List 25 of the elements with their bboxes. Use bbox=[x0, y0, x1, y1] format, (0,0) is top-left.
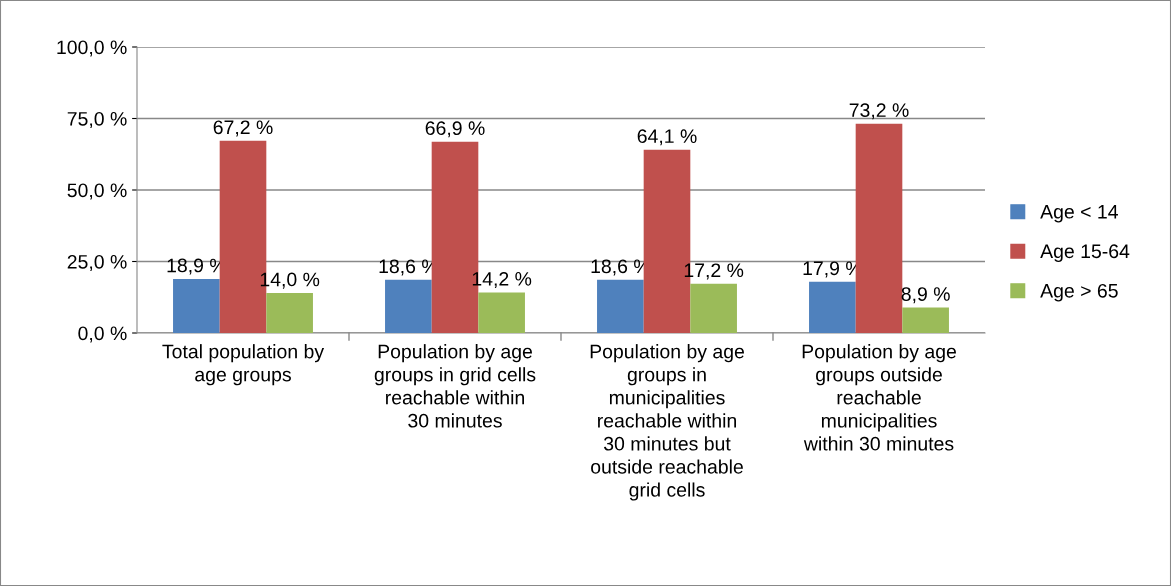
y-tick-label: 0,0 % bbox=[78, 326, 127, 343]
bar bbox=[597, 279, 644, 333]
bar bbox=[478, 292, 525, 333]
y-tick-label: 25,0 % bbox=[67, 254, 127, 272]
legend-label: Age < 14 bbox=[1040, 205, 1118, 223]
x-tick-label: Population by age groups in grid cells reachable within 30 minutes bbox=[374, 344, 536, 428]
legend-label: Age > 65 bbox=[1040, 283, 1118, 302]
data-label: 67,2 % bbox=[213, 120, 273, 137]
bar bbox=[690, 283, 737, 333]
y-tick-label: 50,0 % bbox=[67, 183, 127, 200]
bar bbox=[902, 307, 949, 333]
data-label: 66,9 % bbox=[425, 121, 485, 138]
bar bbox=[855, 123, 903, 333]
legend-label: Age 15-64 bbox=[1040, 244, 1130, 262]
bar bbox=[266, 292, 313, 333]
x-tick-label: Population by age groups in municipalities reachable within 30 minutes but outside reachable grid cells bbox=[590, 344, 744, 501]
data-label: 64,1 % bbox=[637, 129, 697, 146]
bar bbox=[173, 278, 220, 333]
bar bbox=[385, 279, 432, 333]
x-tick-label: Population by age groups outside reachable municipalities within 30 minutes bbox=[802, 344, 956, 451]
y-tick-label: 75,0 % bbox=[67, 111, 127, 129]
x-tick-label: Total population by age groups bbox=[162, 344, 325, 386]
data-label: 73,2 % bbox=[849, 103, 909, 120]
y-tick-label: 100,0 % bbox=[57, 40, 127, 57]
bar bbox=[809, 281, 856, 333]
